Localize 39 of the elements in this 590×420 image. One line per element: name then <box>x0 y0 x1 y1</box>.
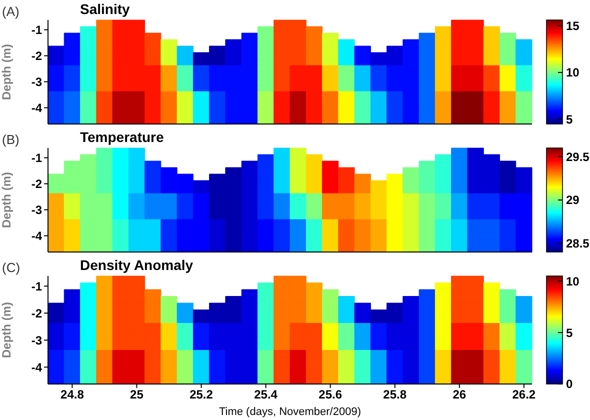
y-axis-title: Depth (m) <box>0 302 14 358</box>
color-bar-label: 29 <box>566 193 580 208</box>
color-bar-label: 29.5 <box>566 150 590 164</box>
y-tick-label: -1 <box>31 151 42 166</box>
color-bar-label: 5 <box>566 112 573 127</box>
chart-title: Temperature <box>80 129 164 145</box>
chart-title: Salinity <box>80 1 130 17</box>
y-tick-label: -4 <box>31 229 42 244</box>
y-tick-label: -2 <box>31 306 42 320</box>
y-tick-label: -1 <box>31 23 42 38</box>
color-bar-label: 28.5 <box>566 236 590 251</box>
x-tick-label: 25 <box>130 388 144 402</box>
x-tick-label: 26 <box>452 388 466 402</box>
x-tick-label: 25.4 <box>254 388 278 402</box>
color-bar-label: 10 <box>566 66 580 80</box>
text: (C) <box>2 260 20 275</box>
color-bar-label: 10 <box>566 274 580 288</box>
x-axis-title: Time (days, November/2009) <box>218 406 362 418</box>
y-tick-label: -3 <box>31 203 42 218</box>
x-tick-label: 24.8 <box>60 388 84 402</box>
y-tick-label: -1 <box>31 279 42 294</box>
x-tick-label: 25.2 <box>190 388 214 402</box>
x-tick-label: 26.2 <box>512 388 536 402</box>
y-tick-label: -4 <box>31 101 42 116</box>
y-axis-title: Depth (m) <box>0 44 14 100</box>
x-tick-label: 25.8 <box>383 388 407 402</box>
y-axis-title: Depth (m) <box>0 172 14 228</box>
color-bar-label: 15 <box>566 18 580 33</box>
text: (A) <box>2 4 20 19</box>
y-tick-label: -2 <box>31 177 42 192</box>
text: (B) <box>2 132 20 147</box>
y-tick-label: -4 <box>31 360 42 374</box>
x-tick-label: 25.6 <box>318 388 342 402</box>
chart-title: Density Anomaly <box>80 257 194 273</box>
color-bar-label: 0 <box>566 377 573 392</box>
y-tick-label: -3 <box>31 333 42 348</box>
y-tick-label: -2 <box>31 49 42 64</box>
color-bar-label: 5 <box>566 326 573 340</box>
y-tick-label: -3 <box>31 75 42 90</box>
